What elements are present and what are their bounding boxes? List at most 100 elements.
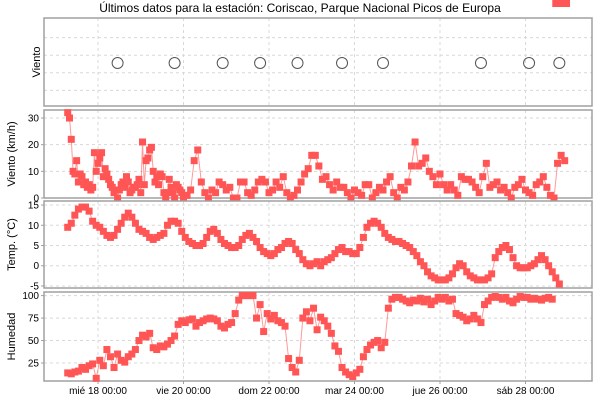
data-point [509, 254, 517, 262]
data-point [288, 239, 296, 247]
data-point [163, 221, 171, 229]
data-point [188, 239, 196, 247]
data-point [352, 369, 360, 377]
data-point [559, 0, 567, 7]
data-point [534, 295, 542, 303]
data-point [514, 181, 522, 189]
data-point [511, 183, 519, 191]
data-point [370, 338, 378, 346]
data-point [292, 368, 300, 376]
data-point [274, 317, 282, 325]
data-point [244, 189, 252, 197]
panel-wind-direction: Viento [31, 17, 593, 107]
data-point [235, 242, 243, 250]
y-tick-label: 50 [28, 336, 40, 347]
direction-marker [523, 57, 536, 69]
direction-marker [254, 57, 267, 69]
x-tick-label: jue 26 00:00 [411, 386, 467, 397]
y-tick-label: -5 [30, 281, 39, 292]
data-point [160, 229, 168, 237]
data-point [545, 293, 553, 301]
data-point [539, 173, 547, 181]
data-point [74, 178, 82, 186]
data-point [498, 295, 506, 303]
data-point [163, 340, 171, 348]
data-point [137, 189, 145, 197]
data-point [375, 183, 383, 191]
data-point [242, 292, 250, 300]
data-point [281, 239, 289, 247]
data-point [384, 304, 392, 312]
data-point [194, 146, 202, 154]
data-point [502, 242, 510, 250]
data-point [313, 326, 321, 334]
data-point [206, 227, 214, 235]
data-point [267, 315, 275, 323]
data-point [128, 213, 136, 221]
data-point [288, 364, 296, 372]
data-point [411, 138, 419, 146]
data-point [187, 186, 195, 194]
data-point [347, 194, 355, 202]
data-point [530, 260, 538, 268]
data-point [219, 181, 227, 189]
data-point [204, 194, 212, 202]
data-point [85, 181, 93, 189]
data-point [552, 274, 560, 282]
data-point [432, 181, 440, 189]
direction-marker [216, 57, 229, 69]
data-point [99, 362, 107, 370]
data-point [222, 186, 230, 194]
data-point [294, 186, 301, 194]
data-point [520, 293, 528, 301]
data-point [500, 183, 508, 191]
data-point [64, 369, 72, 377]
data-point [438, 276, 446, 284]
data-point [523, 264, 531, 272]
x-tick-label: mié 18 00:00 [69, 386, 127, 397]
data-point [263, 250, 271, 258]
data-point [413, 297, 421, 305]
data-point [386, 173, 394, 181]
data-point [461, 175, 469, 183]
x-tick-label: vie 20 00:00 [156, 386, 211, 397]
data-point [516, 264, 524, 272]
data-point [245, 292, 253, 300]
data-point [197, 178, 205, 186]
data-point [420, 298, 428, 306]
data-point [167, 183, 175, 191]
direction-marker [474, 57, 487, 69]
data-point [441, 293, 449, 301]
data-point [269, 186, 277, 194]
data-point [393, 194, 401, 202]
data-point [327, 254, 335, 262]
data-point [368, 194, 376, 202]
data-point [425, 167, 433, 175]
data-point [377, 344, 385, 352]
data-point [64, 223, 72, 231]
data-point [146, 329, 154, 337]
data-point [139, 138, 147, 146]
y-tick-label: 5 [33, 241, 39, 252]
data-point [413, 252, 421, 260]
data-point [253, 237, 261, 245]
data-point [399, 295, 407, 303]
data-point [543, 183, 551, 191]
data-point [436, 170, 444, 178]
data-point [484, 297, 492, 305]
data-point [363, 346, 371, 354]
data-point [415, 162, 423, 170]
data-point [482, 159, 490, 167]
data-point [171, 332, 179, 340]
data-point [416, 258, 424, 266]
data-point [267, 252, 275, 260]
data-point [301, 170, 309, 178]
data-point [481, 301, 489, 309]
data-point [507, 194, 515, 202]
data-point [171, 194, 179, 202]
data-point [171, 217, 179, 225]
data-point [165, 175, 173, 183]
data-point [67, 135, 75, 143]
data-point [416, 294, 424, 302]
data-point [541, 294, 549, 302]
